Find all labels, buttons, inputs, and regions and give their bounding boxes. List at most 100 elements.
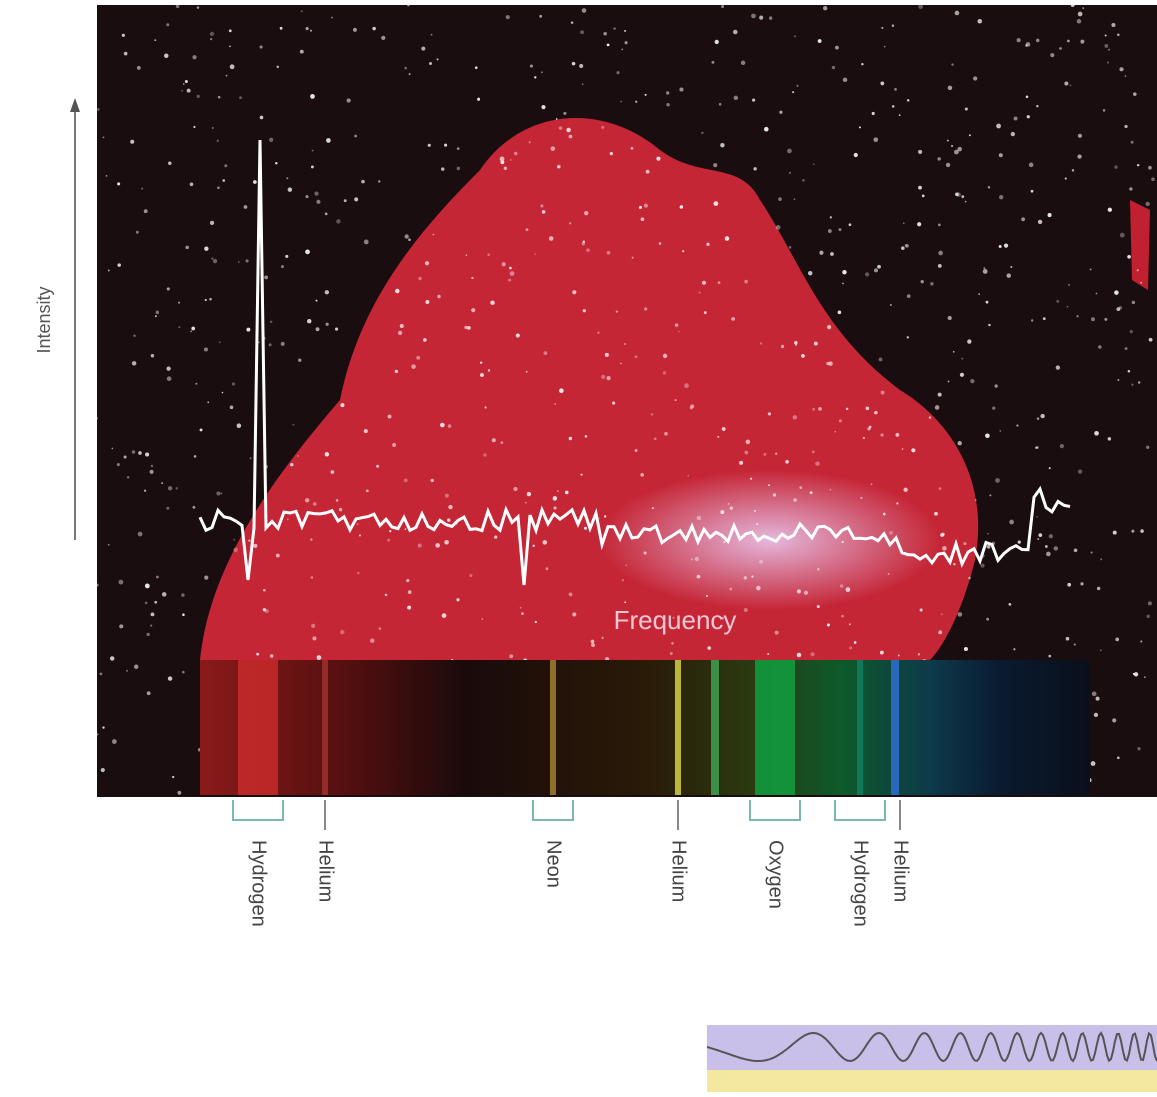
star — [552, 496, 558, 501]
star — [429, 62, 432, 65]
star — [582, 240, 585, 243]
star — [146, 632, 150, 637]
star — [961, 357, 964, 360]
star — [874, 410, 878, 415]
star — [1124, 347, 1128, 351]
star — [739, 460, 744, 465]
star — [756, 585, 761, 591]
star — [324, 452, 330, 457]
star — [612, 401, 616, 405]
star — [490, 300, 495, 306]
wave-key — [707, 1025, 1157, 1070]
star — [764, 126, 769, 132]
star — [554, 403, 556, 405]
star — [221, 391, 224, 394]
star — [150, 624, 153, 627]
star — [336, 219, 341, 224]
star — [1091, 691, 1097, 697]
star — [603, 31, 607, 36]
star — [938, 630, 943, 635]
spectrum-trace — [198, 139, 1071, 586]
star — [505, 15, 510, 20]
star — [1028, 162, 1034, 168]
star — [756, 523, 759, 526]
star — [763, 452, 767, 456]
star — [945, 162, 951, 168]
star — [1013, 116, 1018, 121]
star — [1091, 317, 1095, 322]
star — [417, 543, 422, 548]
star — [1130, 140, 1134, 144]
star — [335, 499, 339, 502]
star — [446, 518, 451, 522]
star — [166, 506, 170, 510]
star — [744, 450, 749, 455]
star — [363, 429, 368, 434]
star — [268, 343, 272, 347]
star — [161, 592, 167, 597]
star — [1148, 165, 1152, 170]
star — [898, 114, 901, 116]
star — [444, 539, 449, 545]
star — [870, 483, 873, 486]
star — [378, 627, 382, 630]
band — [857, 660, 863, 795]
star — [877, 264, 881, 269]
star — [423, 338, 427, 342]
star — [889, 530, 893, 535]
star — [880, 390, 885, 395]
star — [717, 435, 720, 438]
star — [1104, 34, 1107, 37]
star — [363, 239, 369, 245]
star — [743, 607, 748, 613]
star — [887, 572, 890, 576]
star — [209, 297, 212, 301]
star — [796, 84, 799, 87]
star — [509, 266, 512, 270]
star — [1037, 538, 1040, 541]
star — [1131, 300, 1136, 305]
star — [919, 608, 923, 612]
star — [1025, 42, 1031, 47]
star — [1064, 81, 1069, 86]
star — [624, 29, 627, 32]
star — [529, 64, 533, 68]
star — [772, 493, 777, 497]
star — [1104, 317, 1108, 321]
star — [718, 102, 722, 106]
star — [207, 401, 210, 404]
star — [146, 691, 151, 696]
star — [534, 253, 537, 255]
star — [335, 327, 339, 331]
star — [842, 282, 844, 285]
star — [408, 73, 411, 76]
star — [182, 83, 185, 85]
star — [430, 478, 434, 483]
star — [684, 383, 689, 389]
star — [1082, 7, 1085, 9]
star — [679, 205, 684, 209]
star — [361, 179, 365, 184]
star — [842, 77, 848, 83]
star — [882, 512, 886, 516]
star — [950, 144, 954, 148]
star — [721, 616, 724, 620]
star — [615, 310, 618, 313]
star — [878, 357, 883, 362]
star — [500, 160, 505, 165]
star — [161, 482, 163, 484]
star — [780, 344, 785, 349]
star — [1100, 558, 1103, 561]
star — [1048, 467, 1051, 470]
star — [819, 250, 824, 255]
star — [559, 388, 564, 394]
star — [901, 246, 905, 250]
star — [643, 203, 648, 208]
star — [326, 138, 331, 143]
star — [224, 164, 228, 168]
star — [542, 540, 548, 545]
star — [143, 489, 147, 492]
star — [813, 341, 818, 346]
star — [525, 228, 529, 231]
star — [186, 88, 191, 93]
